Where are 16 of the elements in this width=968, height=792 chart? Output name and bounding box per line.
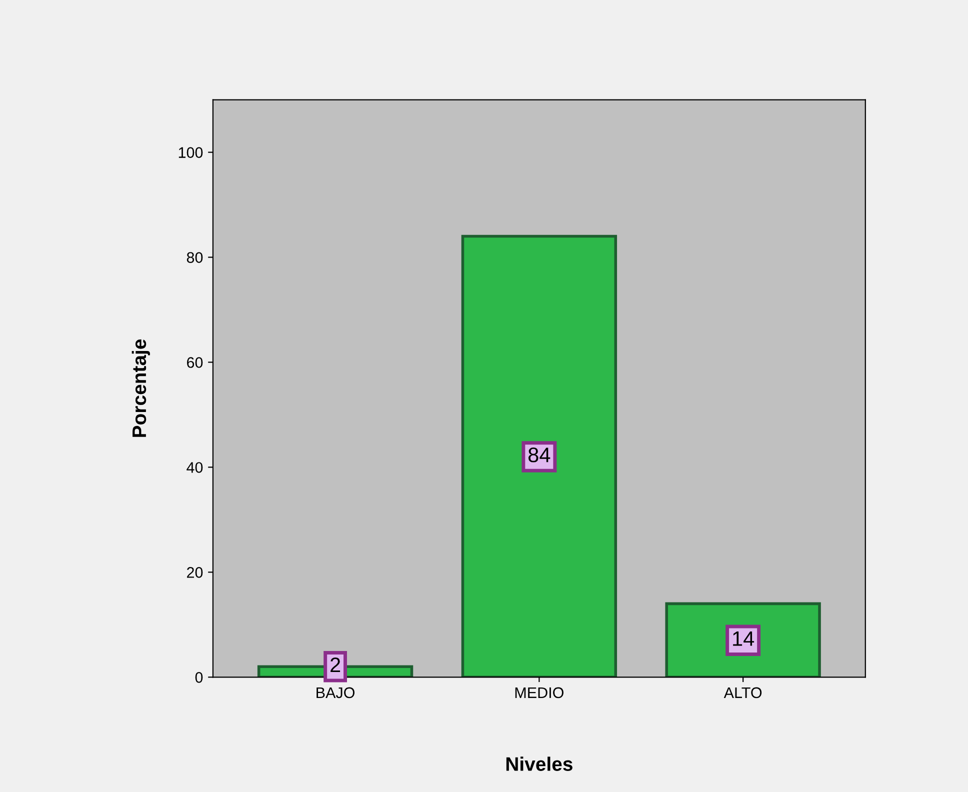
y-tick-label: 20 <box>187 567 203 578</box>
data-label: 84 <box>528 448 550 462</box>
y-axis-title: Porcentaje <box>132 339 150 437</box>
bar <box>461 234 618 678</box>
data-label: 14 <box>733 631 754 646</box>
y-tick-label: 0 <box>195 672 203 683</box>
x-tick-label: ALTO <box>724 687 762 698</box>
x-tick-label: BAJO <box>316 687 355 698</box>
x-axis-title: Niveles <box>506 756 572 771</box>
x-tick-label: MEDIO <box>515 687 564 698</box>
y-tick-label: 40 <box>186 462 203 473</box>
y-tick-label: 60 <box>187 357 203 368</box>
y-tick-label: 80 <box>186 252 203 263</box>
y-tick-label: 100 <box>178 147 203 158</box>
bar <box>665 602 821 678</box>
data-label: 2 <box>330 658 340 672</box>
